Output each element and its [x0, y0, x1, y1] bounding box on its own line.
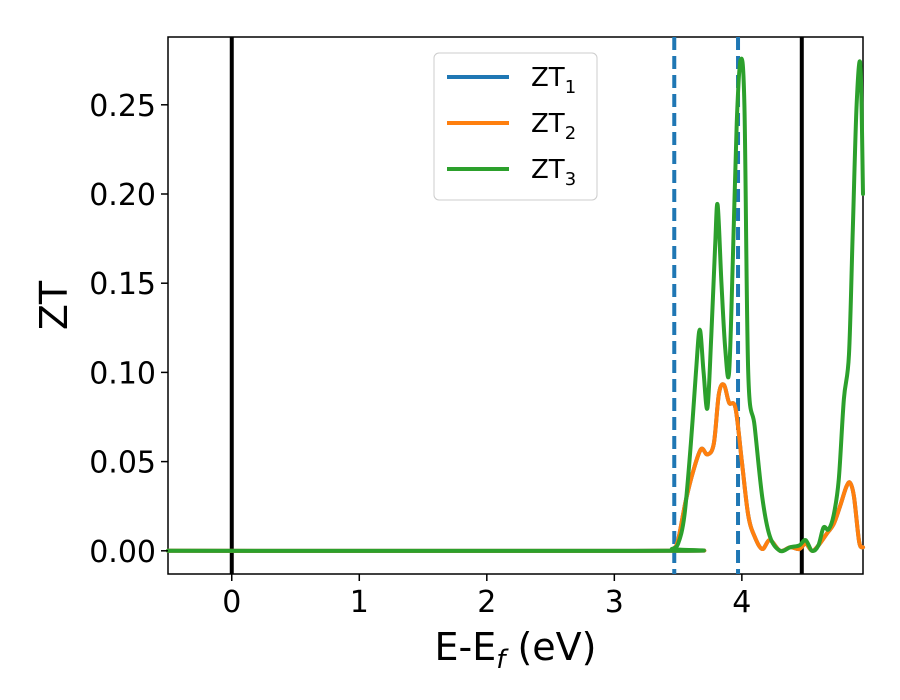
plot-frame: [167, 36, 864, 575]
legend-label-subscript: 1: [565, 77, 576, 98]
y-tick-label: 0.10: [89, 356, 156, 391]
legend-label-subscript: 3: [565, 169, 576, 190]
legend-label-main: ZT: [531, 155, 565, 185]
legend-box: [433, 52, 598, 201]
y-tick-label: 0.20: [89, 178, 156, 213]
y-axis-ticks: 0.00 0.05 0.10 0.15 0.20 0.25: [89, 89, 168, 570]
y-axis-label: ZT: [32, 280, 76, 330]
plot-area: 0 1 2 3 4 0.00 0.05 0.10 0.15 0.20 0.25: [89, 36, 865, 620]
x-tick-label: 2: [477, 585, 496, 620]
y-tick-label: 0.05: [89, 446, 156, 481]
legend-label-1: ZT1: [531, 63, 576, 98]
x-axis-label-main: E-E: [435, 625, 497, 669]
x-tick-label: 0: [222, 585, 241, 620]
reference-lines: [229, 37, 804, 574]
legend-label-subscript: 2: [565, 123, 576, 144]
x-axis-label-unit: (eV): [505, 625, 596, 669]
series-line-3: [166, 56, 865, 554]
x-axis-label: E-Ef (eV): [435, 625, 597, 675]
legend-label-2: ZT2: [531, 109, 576, 144]
x-tick-label: 3: [605, 585, 624, 620]
legend-label-3: ZT3: [531, 155, 576, 190]
y-tick-label: 0.00: [89, 535, 156, 570]
legend-label-main: ZT: [531, 63, 565, 93]
x-tick-label: 4: [732, 585, 751, 620]
y-tick-label: 0.15: [89, 267, 156, 302]
x-axis-ticks: 0 1 2 3 4: [222, 574, 751, 620]
x-tick-label: 1: [350, 585, 369, 620]
series-lines: [166, 56, 865, 554]
legend-label-main: ZT: [531, 109, 565, 139]
y-tick-label: 0.25: [89, 89, 156, 124]
